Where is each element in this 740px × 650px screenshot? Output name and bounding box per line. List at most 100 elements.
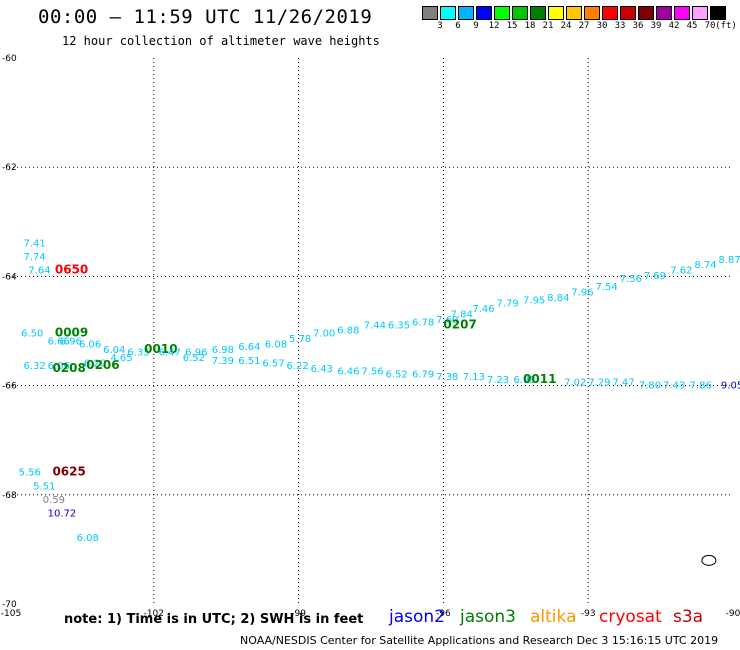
wave-height-label: 7.00 [313, 328, 335, 339]
wave-height-label: 7.38 [436, 372, 458, 383]
wave-height-label: 6.47 [159, 348, 181, 359]
legend-swatch [692, 6, 708, 20]
legend-label: 30 [596, 21, 608, 31]
pass-time-label: 0011 [523, 372, 556, 386]
wave-height-label: 6.98 [212, 345, 234, 356]
legend-swatch [530, 6, 546, 20]
wave-height-label: 6.20 [84, 358, 106, 369]
legend-swatch [548, 6, 564, 20]
wave-height-label: 7.41 [23, 238, 45, 249]
legend-label: 39 [650, 21, 662, 31]
lon-tick-label: -96 [436, 609, 451, 619]
wave-height-label: 8.74 [694, 260, 716, 271]
wave-height-label: 8.87 [719, 255, 740, 266]
wave-height-label: 7.95 [523, 296, 545, 307]
wave-height-label: 6.08 [77, 533, 99, 544]
legend-swatch [584, 6, 600, 20]
lat-tick-label: -70 [2, 600, 17, 610]
legend-swatch [494, 6, 510, 20]
footer-note: note: 1) Time is in UTC; 2) SWH is in fe… [64, 612, 364, 627]
wave-height-label: 6.06 [79, 339, 101, 350]
wave-height-label: 6.33 [127, 348, 149, 359]
wave-height-label: 9.05 [721, 380, 740, 391]
wave-height-label: 7.43 [663, 380, 685, 391]
wave-height-label: 4.65 [110, 353, 132, 364]
wave-height-label: 6.79 [412, 369, 434, 380]
wave-height-label: 6.32 [23, 361, 45, 372]
wave-height-label: 7.86 [690, 380, 712, 391]
wave-height-label: 6.22 [287, 361, 309, 372]
lon-tick-label: -105 [1, 609, 21, 619]
wave-height-label: 7.64 [28, 266, 50, 277]
wave-height-label: 7.29 [588, 378, 610, 389]
wave-height-label: 7.46 [472, 304, 494, 315]
satellite-jason3: jason3 [460, 607, 516, 627]
wave-height-label: 7.13 [463, 372, 485, 383]
wave-height-label: 6.78 [412, 318, 434, 329]
wave-height-label: 7.79 [496, 298, 518, 309]
map-title: 00:00 – 11:59 UTC 11/26/2019 [38, 6, 373, 28]
wave-height-label: 7.39 [212, 356, 234, 367]
lat-tick-label: -66 [2, 382, 17, 392]
legend-label: 15 [506, 21, 518, 31]
wave-height-label: 6.52 [183, 353, 205, 364]
legend-swatch [656, 6, 672, 20]
wave-height-label: 6.35 [388, 320, 410, 331]
wave-height-label: 7.69 [644, 271, 666, 282]
satellite-s3a: s3a [673, 607, 704, 627]
wave-height-label: 5.56 [19, 468, 41, 479]
legend-swatch [620, 6, 636, 20]
legend-swatch [422, 6, 438, 20]
lon-tick-label: -99 [291, 609, 306, 619]
wave-height-label: 7.47 [612, 378, 634, 389]
legend-label: 21 [542, 21, 554, 31]
wave-height-label: 7.60 [436, 315, 458, 326]
wave-height-label: 6.06 [48, 361, 70, 372]
wave-height-label: 6.51 [238, 356, 260, 367]
wave-height-label: 7.80 [639, 380, 661, 391]
wave-height-label: 6.46 [337, 367, 359, 378]
wave-height-label: 7.62 [670, 266, 692, 277]
island-outline [701, 554, 717, 566]
legend-swatch [440, 6, 456, 20]
lon-tick-label: -90 [726, 609, 740, 619]
map-subtitle: 12 hour collection of altimeter wave hei… [62, 34, 380, 48]
legend-label: 24 [560, 21, 572, 31]
legend-label: 36 [632, 21, 644, 31]
wave-height-label: 5.78 [289, 334, 311, 345]
satellite-cryosat: cryosat [599, 607, 662, 627]
lat-tick-label: -60 [2, 54, 17, 64]
pass-time-label: 0207 [443, 317, 476, 331]
wave-height-label: 6.43 [311, 364, 333, 375]
legend-label: 12 [488, 21, 500, 31]
pass-time-label: 0208 [52, 361, 85, 375]
wave-height-label: 6.04 [103, 345, 125, 356]
legend-swatch [458, 6, 474, 20]
pass-time-label: 0650 [55, 263, 88, 277]
legend-label: 3 [437, 21, 443, 31]
pass-time-label: 0010 [144, 342, 177, 356]
wave-height-label: 7.54 [595, 282, 617, 293]
legend-label: 27 [578, 21, 590, 31]
lon-tick-label: -93 [581, 609, 596, 619]
pass-time-label: 0206 [86, 358, 119, 372]
legend-swatch [512, 6, 528, 20]
credit-line: NOAA/NESDIS Center for Satellite Applica… [240, 634, 719, 647]
wave-height-label: 7.56 [620, 274, 642, 285]
wave-height-label: 7.96 [571, 288, 593, 299]
lat-tick-label: -64 [2, 272, 17, 282]
wave-height-label: 7.74 [23, 252, 45, 263]
wave-height-label: 6.95 [513, 375, 535, 386]
legend-label: 18 [524, 21, 536, 31]
legend-swatch [476, 6, 492, 20]
satellite-jason2: jason2 [389, 607, 445, 627]
pass-time-label: 0009 [55, 325, 88, 339]
wave-height-label: 5.51 [33, 481, 55, 492]
wave-height-label: 6.08 [265, 339, 287, 350]
lat-tick-label: -62 [2, 163, 17, 173]
wave-height-label: 6.52 [385, 369, 407, 380]
legend-swatch [638, 6, 654, 20]
wave-height-label: 0.59 [43, 495, 65, 506]
legend-label: 42 [668, 21, 680, 31]
